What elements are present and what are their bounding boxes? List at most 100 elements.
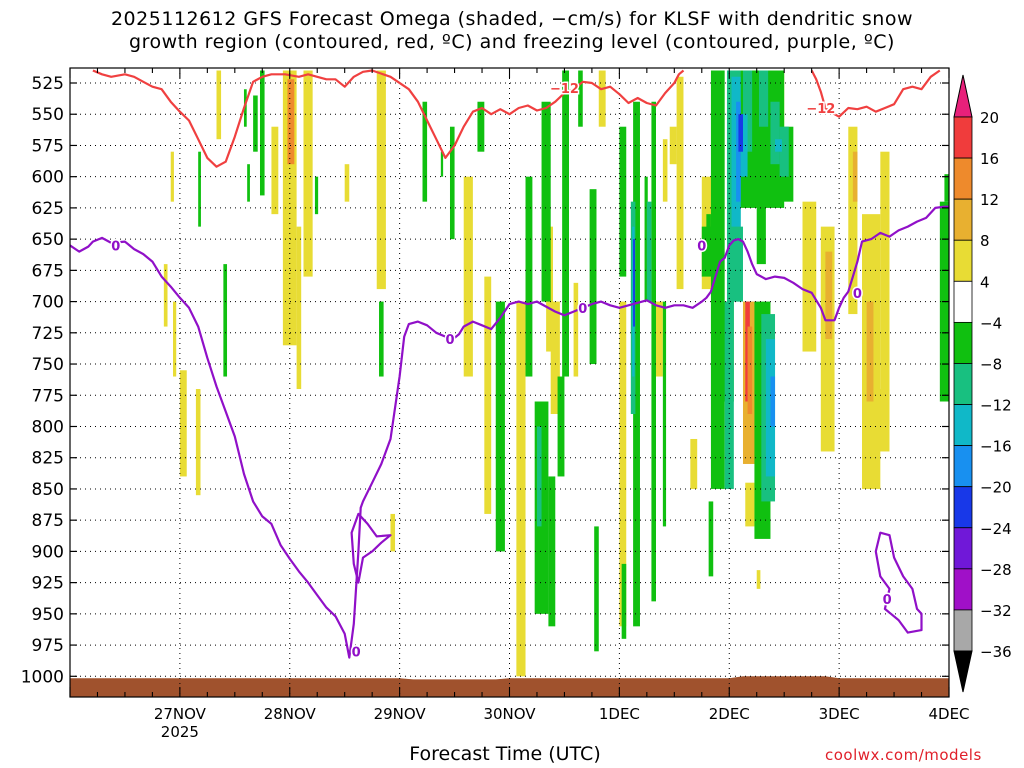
omega-patch xyxy=(656,301,663,377)
omega-patch xyxy=(745,482,755,527)
x-tick-label: 28NOV xyxy=(264,705,317,723)
y-tick-label: 850 xyxy=(32,480,64,500)
omega-patch xyxy=(195,389,201,496)
omega-patch xyxy=(477,101,485,152)
colorbar-label: −8 xyxy=(980,355,1002,373)
grid xyxy=(70,68,950,697)
omega-patch xyxy=(573,282,579,377)
omega-patch xyxy=(179,370,187,477)
y-tick-label: 675 xyxy=(32,261,64,281)
colorbar-top-arrow xyxy=(953,74,973,118)
colorbar-label: −20 xyxy=(980,479,1012,497)
omega-patch xyxy=(173,301,177,377)
omega-patch xyxy=(253,95,258,152)
omega-patch xyxy=(747,326,753,414)
dendritic-contour xyxy=(92,69,685,168)
x-tick-sublabel: 2025 xyxy=(161,723,199,741)
colorbar-bin xyxy=(953,363,973,405)
colorbar-bin xyxy=(953,609,973,652)
omega-patch xyxy=(944,174,949,202)
omega-patch xyxy=(594,526,599,652)
x-axis-label: Forecast Time (UTC) xyxy=(409,743,601,765)
omega-patch xyxy=(525,176,533,377)
colorbar-bin xyxy=(953,198,973,241)
x-tick-label: 4DEC xyxy=(928,705,969,723)
y-tick-label: 925 xyxy=(32,574,64,594)
y-tick-label: 725 xyxy=(32,324,64,344)
chart-title-line-2: growth region (contoured, red, ºC) and f… xyxy=(129,31,895,53)
omega-patch xyxy=(259,70,265,196)
omega-patch xyxy=(463,176,473,377)
omega-patch xyxy=(550,301,560,414)
freezing-level-loop xyxy=(874,531,923,634)
omega-patch xyxy=(662,301,667,527)
omega-shading xyxy=(163,70,949,677)
y-tick-label: 775 xyxy=(32,386,64,406)
colorbar-label: −28 xyxy=(980,561,1012,579)
colorbar-label: 8 xyxy=(980,232,990,250)
colorbar-label: −32 xyxy=(980,602,1012,620)
omega-patch xyxy=(633,101,640,627)
omega-patch xyxy=(621,563,627,639)
colorbar-bin xyxy=(953,568,973,611)
omega-patch xyxy=(779,126,789,177)
y-tick-label: 625 xyxy=(32,199,64,219)
omega-patch xyxy=(669,126,677,165)
omega-patch xyxy=(589,189,597,365)
y-axis: 525 550 575 600 625 650 675 700 725 750 775 800 825 8… xyxy=(21,74,949,687)
y-tick-label: 550 xyxy=(32,105,64,125)
omega-patch xyxy=(170,151,174,202)
omega-patch xyxy=(440,151,444,177)
omega-patch xyxy=(633,239,635,327)
omega-patch xyxy=(742,70,753,152)
colorbar-label: −16 xyxy=(980,438,1012,456)
colorbar-label: −36 xyxy=(980,643,1012,661)
freezing-level-loop xyxy=(350,512,392,584)
omega-patch xyxy=(422,101,428,202)
freezing-level-contour xyxy=(70,205,949,659)
omega-patch xyxy=(662,139,668,202)
x-tick-label: 2DEC xyxy=(709,705,750,723)
x-tick-label: 30NOV xyxy=(483,705,536,723)
dendritic-label: −12 xyxy=(806,102,835,117)
colorbar-bin xyxy=(953,527,973,570)
freezing-level-label: 0 xyxy=(352,645,361,660)
omega-patch xyxy=(198,151,201,227)
omega-patch xyxy=(646,201,652,302)
omega-patch xyxy=(756,70,766,265)
omega-patch xyxy=(314,176,319,215)
colorbar-label: −4 xyxy=(980,314,1002,332)
y-tick-label: 600 xyxy=(32,168,64,188)
omega-patch xyxy=(710,70,725,489)
colorbar-label: 20 xyxy=(980,109,999,127)
omega-patch xyxy=(676,76,684,290)
omega-patch xyxy=(880,151,890,427)
colorbar-bin xyxy=(953,116,973,159)
y-tick-label: 1000 xyxy=(21,667,64,687)
colorbar-bin xyxy=(953,321,973,364)
credit-text[interactable]: coolwx.com/models xyxy=(825,746,982,764)
omega-patch xyxy=(738,114,743,152)
omega-patch xyxy=(775,139,782,152)
omega-patch xyxy=(848,126,858,315)
y-tick-label: 575 xyxy=(32,136,64,156)
y-tick-label: 525 xyxy=(32,74,64,94)
omega-patch xyxy=(536,426,542,527)
omega-patch xyxy=(548,476,556,627)
omega-patch xyxy=(619,126,627,277)
omega-patch xyxy=(449,126,455,240)
omega-patch xyxy=(271,126,279,215)
colorbar-bin xyxy=(953,157,973,200)
freezing-level-label: 0 xyxy=(883,593,892,608)
colorbar-bin xyxy=(953,445,973,488)
chart-title-line-1: 2025112612 GFS Forecast Omega (shaded, −… xyxy=(110,8,914,30)
omega-patch xyxy=(756,570,761,589)
freezing-level-label: 0 xyxy=(578,302,587,317)
y-tick-label: 875 xyxy=(32,511,64,531)
y-tick-label: 700 xyxy=(32,293,64,313)
omega-patch xyxy=(557,376,565,477)
freezing-level-label: 0 xyxy=(445,333,454,348)
omega-patch xyxy=(223,264,228,377)
colorbar-label: 12 xyxy=(980,191,999,209)
